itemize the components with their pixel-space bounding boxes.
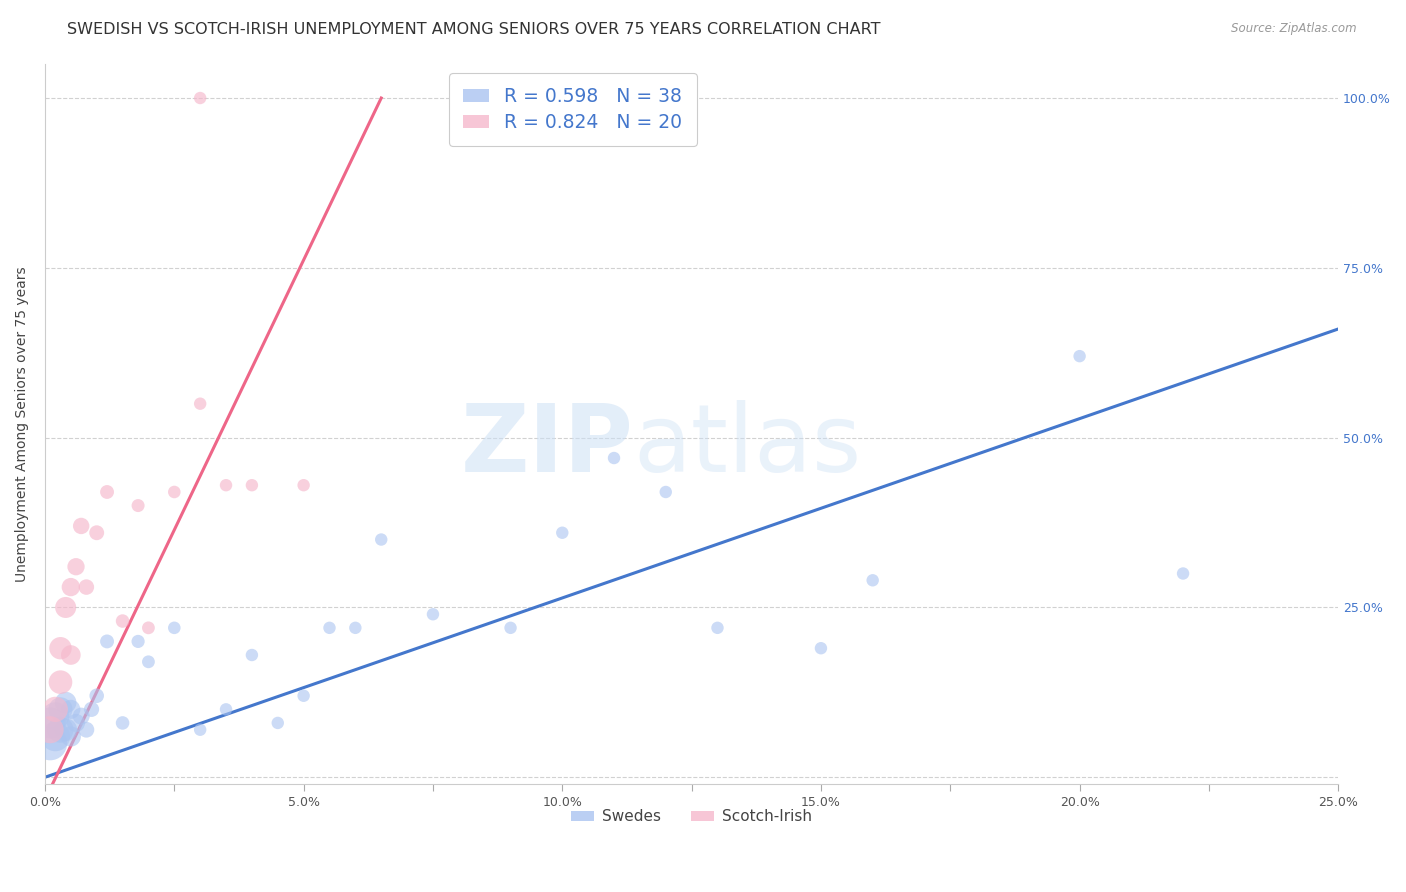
Point xyxy=(267,715,290,730)
Point xyxy=(49,641,72,656)
Point xyxy=(65,715,87,730)
Point xyxy=(75,723,97,737)
Point xyxy=(44,702,66,716)
Point xyxy=(86,689,108,703)
Point xyxy=(70,519,93,533)
Point xyxy=(59,730,82,744)
Point xyxy=(240,648,263,662)
Point xyxy=(86,525,108,540)
Point xyxy=(138,655,160,669)
Point xyxy=(59,580,82,594)
Point xyxy=(344,621,367,635)
Point xyxy=(55,696,77,710)
Point xyxy=(163,485,186,500)
Point xyxy=(292,689,315,703)
Point xyxy=(49,702,72,716)
Point xyxy=(499,621,522,635)
Point xyxy=(318,621,340,635)
Point xyxy=(59,648,82,662)
Point xyxy=(188,91,211,105)
Point xyxy=(65,559,87,574)
Point xyxy=(1069,349,1091,363)
Point xyxy=(188,397,211,411)
Point xyxy=(215,702,238,716)
Point xyxy=(706,621,728,635)
Text: atlas: atlas xyxy=(634,400,862,491)
Point xyxy=(55,600,77,615)
Point xyxy=(96,634,118,648)
Legend: Swedes, Scotch-Irish: Swedes, Scotch-Irish xyxy=(565,803,818,830)
Point xyxy=(96,485,118,500)
Point xyxy=(49,675,72,690)
Text: ZIP: ZIP xyxy=(461,400,634,491)
Point xyxy=(138,621,160,635)
Point xyxy=(80,702,103,716)
Text: SWEDISH VS SCOTCH-IRISH UNEMPLOYMENT AMONG SENIORS OVER 75 YEARS CORRELATION CHA: SWEDISH VS SCOTCH-IRISH UNEMPLOYMENT AMO… xyxy=(67,22,882,37)
Point xyxy=(44,709,66,723)
Point xyxy=(862,574,884,588)
Point xyxy=(49,723,72,737)
Point xyxy=(551,525,574,540)
Point xyxy=(292,478,315,492)
Point xyxy=(127,634,149,648)
Point xyxy=(75,580,97,594)
Text: Source: ZipAtlas.com: Source: ZipAtlas.com xyxy=(1232,22,1357,36)
Point xyxy=(188,723,211,737)
Point xyxy=(55,723,77,737)
Point xyxy=(127,499,149,513)
Point xyxy=(111,715,134,730)
Point xyxy=(59,702,82,716)
Point xyxy=(603,450,626,465)
Point xyxy=(39,723,62,737)
Point xyxy=(44,730,66,744)
Point xyxy=(111,614,134,628)
Y-axis label: Unemployment Among Seniors over 75 years: Unemployment Among Seniors over 75 years xyxy=(15,266,30,582)
Point xyxy=(422,607,444,622)
Point xyxy=(1171,566,1194,581)
Point xyxy=(810,641,832,656)
Point xyxy=(39,736,62,750)
Point xyxy=(215,478,238,492)
Point xyxy=(39,715,62,730)
Point xyxy=(70,709,93,723)
Point xyxy=(655,485,678,500)
Point xyxy=(163,621,186,635)
Point xyxy=(240,478,263,492)
Point xyxy=(370,533,392,547)
